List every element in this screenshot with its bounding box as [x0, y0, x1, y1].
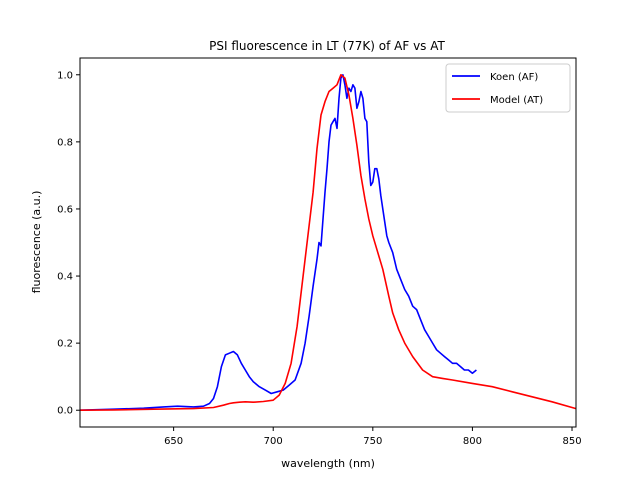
x-tick-label: 800	[463, 436, 482, 447]
y-axis-label: fluorescence (a.u.)	[30, 191, 43, 294]
x-tick-label: 650	[164, 436, 183, 447]
plot-area	[80, 58, 576, 427]
y-tick-label: 0.8	[57, 137, 73, 148]
chart-title: PSI fluorescence in LT (77K) of AF vs AT	[209, 39, 445, 53]
series-line-model	[79, 74, 577, 411]
legend-label-model: Model (AT)	[490, 95, 543, 106]
x-tick-label: 700	[264, 436, 283, 447]
legend: Koen (AF) Model (AT)	[445, 63, 571, 113]
y-tick-label: 0.4	[57, 272, 73, 283]
legend-label-koen: Koen (AF)	[490, 72, 538, 83]
plot-frame	[79, 57, 577, 428]
y-tick-label: 1.0	[57, 70, 73, 81]
y-tick-label: 0.6	[57, 204, 73, 215]
x-tick-label: 750	[363, 436, 382, 447]
series-line-koen	[79, 74, 477, 411]
y-tick-label: 0.0	[57, 406, 73, 417]
x-axis: 650 700 750 800 850	[164, 427, 582, 447]
y-axis: 0.0 0.2 0.4 0.6 0.8 1.0	[57, 70, 80, 417]
y-tick-label: 0.2	[57, 339, 73, 350]
x-axis-label: wavelength (nm)	[281, 457, 375, 470]
series-layer	[79, 74, 577, 411]
x-tick-label: 850	[562, 436, 581, 447]
